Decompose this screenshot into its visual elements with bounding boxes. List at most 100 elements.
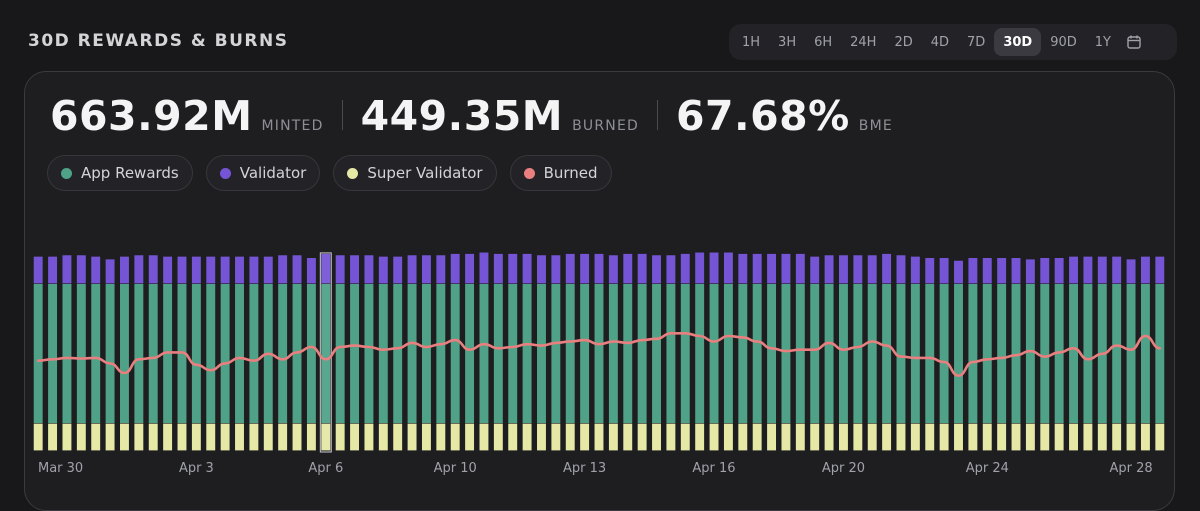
super-validator-bar: [537, 423, 546, 451]
bme-unit: BME: [858, 118, 893, 134]
x-tick-label: Apr 16: [692, 461, 735, 476]
validator-bar: [882, 253, 892, 284]
app-rewards-bar: [896, 284, 906, 424]
validator-bar: [767, 253, 777, 284]
legend-super-validator[interactable]: Super Validator: [333, 155, 497, 191]
range-1y[interactable]: 1Y: [1094, 34, 1111, 50]
super-validator-bar: [853, 423, 863, 451]
app-rewards-bar: [652, 284, 661, 424]
app-rewards-bar: [522, 284, 532, 424]
stat-divider: [656, 100, 658, 130]
app-rewards-bar: [48, 284, 58, 424]
app-rewards-bar: [120, 284, 129, 424]
super-validator-bar: [623, 423, 633, 451]
super-validator-bar: [364, 423, 374, 451]
validator-bar: [723, 252, 733, 284]
range-30d[interactable]: 30D: [994, 28, 1042, 56]
x-tick-label: Apr 20: [822, 461, 865, 476]
legend-label: Validator: [239, 164, 307, 182]
super-validator-bar: [709, 423, 719, 451]
app-rewards-bar: [910, 284, 920, 424]
legend-label: Super Validator: [367, 164, 483, 182]
range-24h[interactable]: 24H: [850, 34, 877, 50]
super-validator-bar: [1054, 423, 1064, 451]
app-rewards-bar: [191, 284, 201, 424]
legend-burned[interactable]: Burned: [509, 155, 612, 191]
calendar-icon[interactable]: [1120, 28, 1148, 56]
app-rewards-bar: [436, 284, 446, 424]
validator-bar: [1140, 256, 1150, 284]
burned-unit: BURNED: [572, 118, 639, 134]
app-rewards-bar: [1025, 284, 1035, 424]
app-rewards-bar: [925, 284, 935, 424]
validator-bar: [335, 255, 345, 284]
validator-bar: [465, 253, 475, 284]
super-validator-bar: [680, 423, 690, 451]
super-validator-bar: [824, 423, 834, 451]
app-rewards-bar: [378, 284, 388, 424]
validator-bar: [565, 253, 575, 284]
validator-bar: [608, 255, 618, 284]
app-rewards-bar: [954, 284, 963, 424]
range-1h[interactable]: 1H: [742, 34, 761, 50]
app-rewards-bar: [249, 284, 259, 424]
app-rewards-bar: [1040, 284, 1050, 424]
range-4d[interactable]: 4D: [930, 34, 950, 50]
range-6h[interactable]: 6H: [814, 34, 833, 50]
validator-bar: [1069, 256, 1078, 284]
validator-bar: [235, 256, 244, 284]
super-validator-bar: [306, 423, 316, 451]
minted-value: 663.92M: [50, 92, 253, 140]
super-validator-bar: [954, 423, 963, 451]
super-validator-bar: [1083, 423, 1093, 451]
validator-bar: [781, 253, 791, 284]
super-validator-bar: [652, 423, 661, 451]
range-7d[interactable]: 7D: [967, 34, 986, 50]
validator-bar: [220, 256, 230, 284]
validator-bar: [853, 255, 863, 284]
range-2d[interactable]: 2D: [894, 34, 913, 50]
super-validator-bar: [206, 423, 216, 451]
super-validator-bar: [910, 423, 920, 451]
super-validator-bar: [508, 423, 518, 451]
app-rewards-bar: [1112, 284, 1122, 424]
app-rewards-bar: [1126, 284, 1136, 424]
super-validator-bar: [695, 423, 705, 451]
validator-bar: [997, 258, 1007, 284]
range-90d[interactable]: 90D: [1050, 34, 1077, 50]
super-validator-bar: [752, 423, 762, 451]
validator-bar: [105, 259, 115, 284]
super-validator-bar: [666, 423, 676, 451]
app-rewards-bar: [206, 284, 216, 424]
stats-row: 663.92M MINTED 449.35M BURNED 67.68% BME: [50, 92, 893, 140]
app-rewards-bar: [493, 284, 503, 424]
legend-label: Burned: [543, 164, 598, 182]
legend-validator[interactable]: Validator: [205, 155, 321, 191]
app-rewards-bar: [321, 284, 331, 424]
app-rewards-bar: [781, 284, 791, 424]
app-rewards-bar: [105, 284, 115, 424]
super-validator-bar: [839, 423, 848, 451]
app-rewards-bar: [997, 284, 1007, 424]
validator-bar: [1083, 256, 1093, 284]
legend-dot-super-validator: [347, 167, 359, 179]
app-rewards-bar: [421, 284, 431, 424]
highlighted-bar-outline: [319, 252, 332, 453]
app-rewards-bar: [350, 284, 360, 424]
range-3h[interactable]: 3H: [778, 34, 797, 50]
validator-bar: [1040, 258, 1050, 284]
app-rewards-bar: [306, 284, 316, 424]
validator-bar: [1025, 259, 1035, 284]
app-rewards-bar: [867, 284, 877, 424]
app-rewards-bar: [853, 284, 863, 424]
super-validator-bar: [1140, 423, 1150, 451]
super-validator-bar: [580, 423, 590, 451]
app-rewards-bar: [982, 284, 992, 424]
stat-bme: 67.68% BME: [676, 92, 893, 140]
super-validator-bar: [134, 423, 144, 451]
app-rewards-bar: [968, 284, 978, 424]
validator-bar: [76, 255, 86, 284]
legend-app-rewards[interactable]: App Rewards: [47, 155, 193, 191]
validator-bar: [1126, 259, 1136, 284]
app-rewards-bar: [882, 284, 892, 424]
